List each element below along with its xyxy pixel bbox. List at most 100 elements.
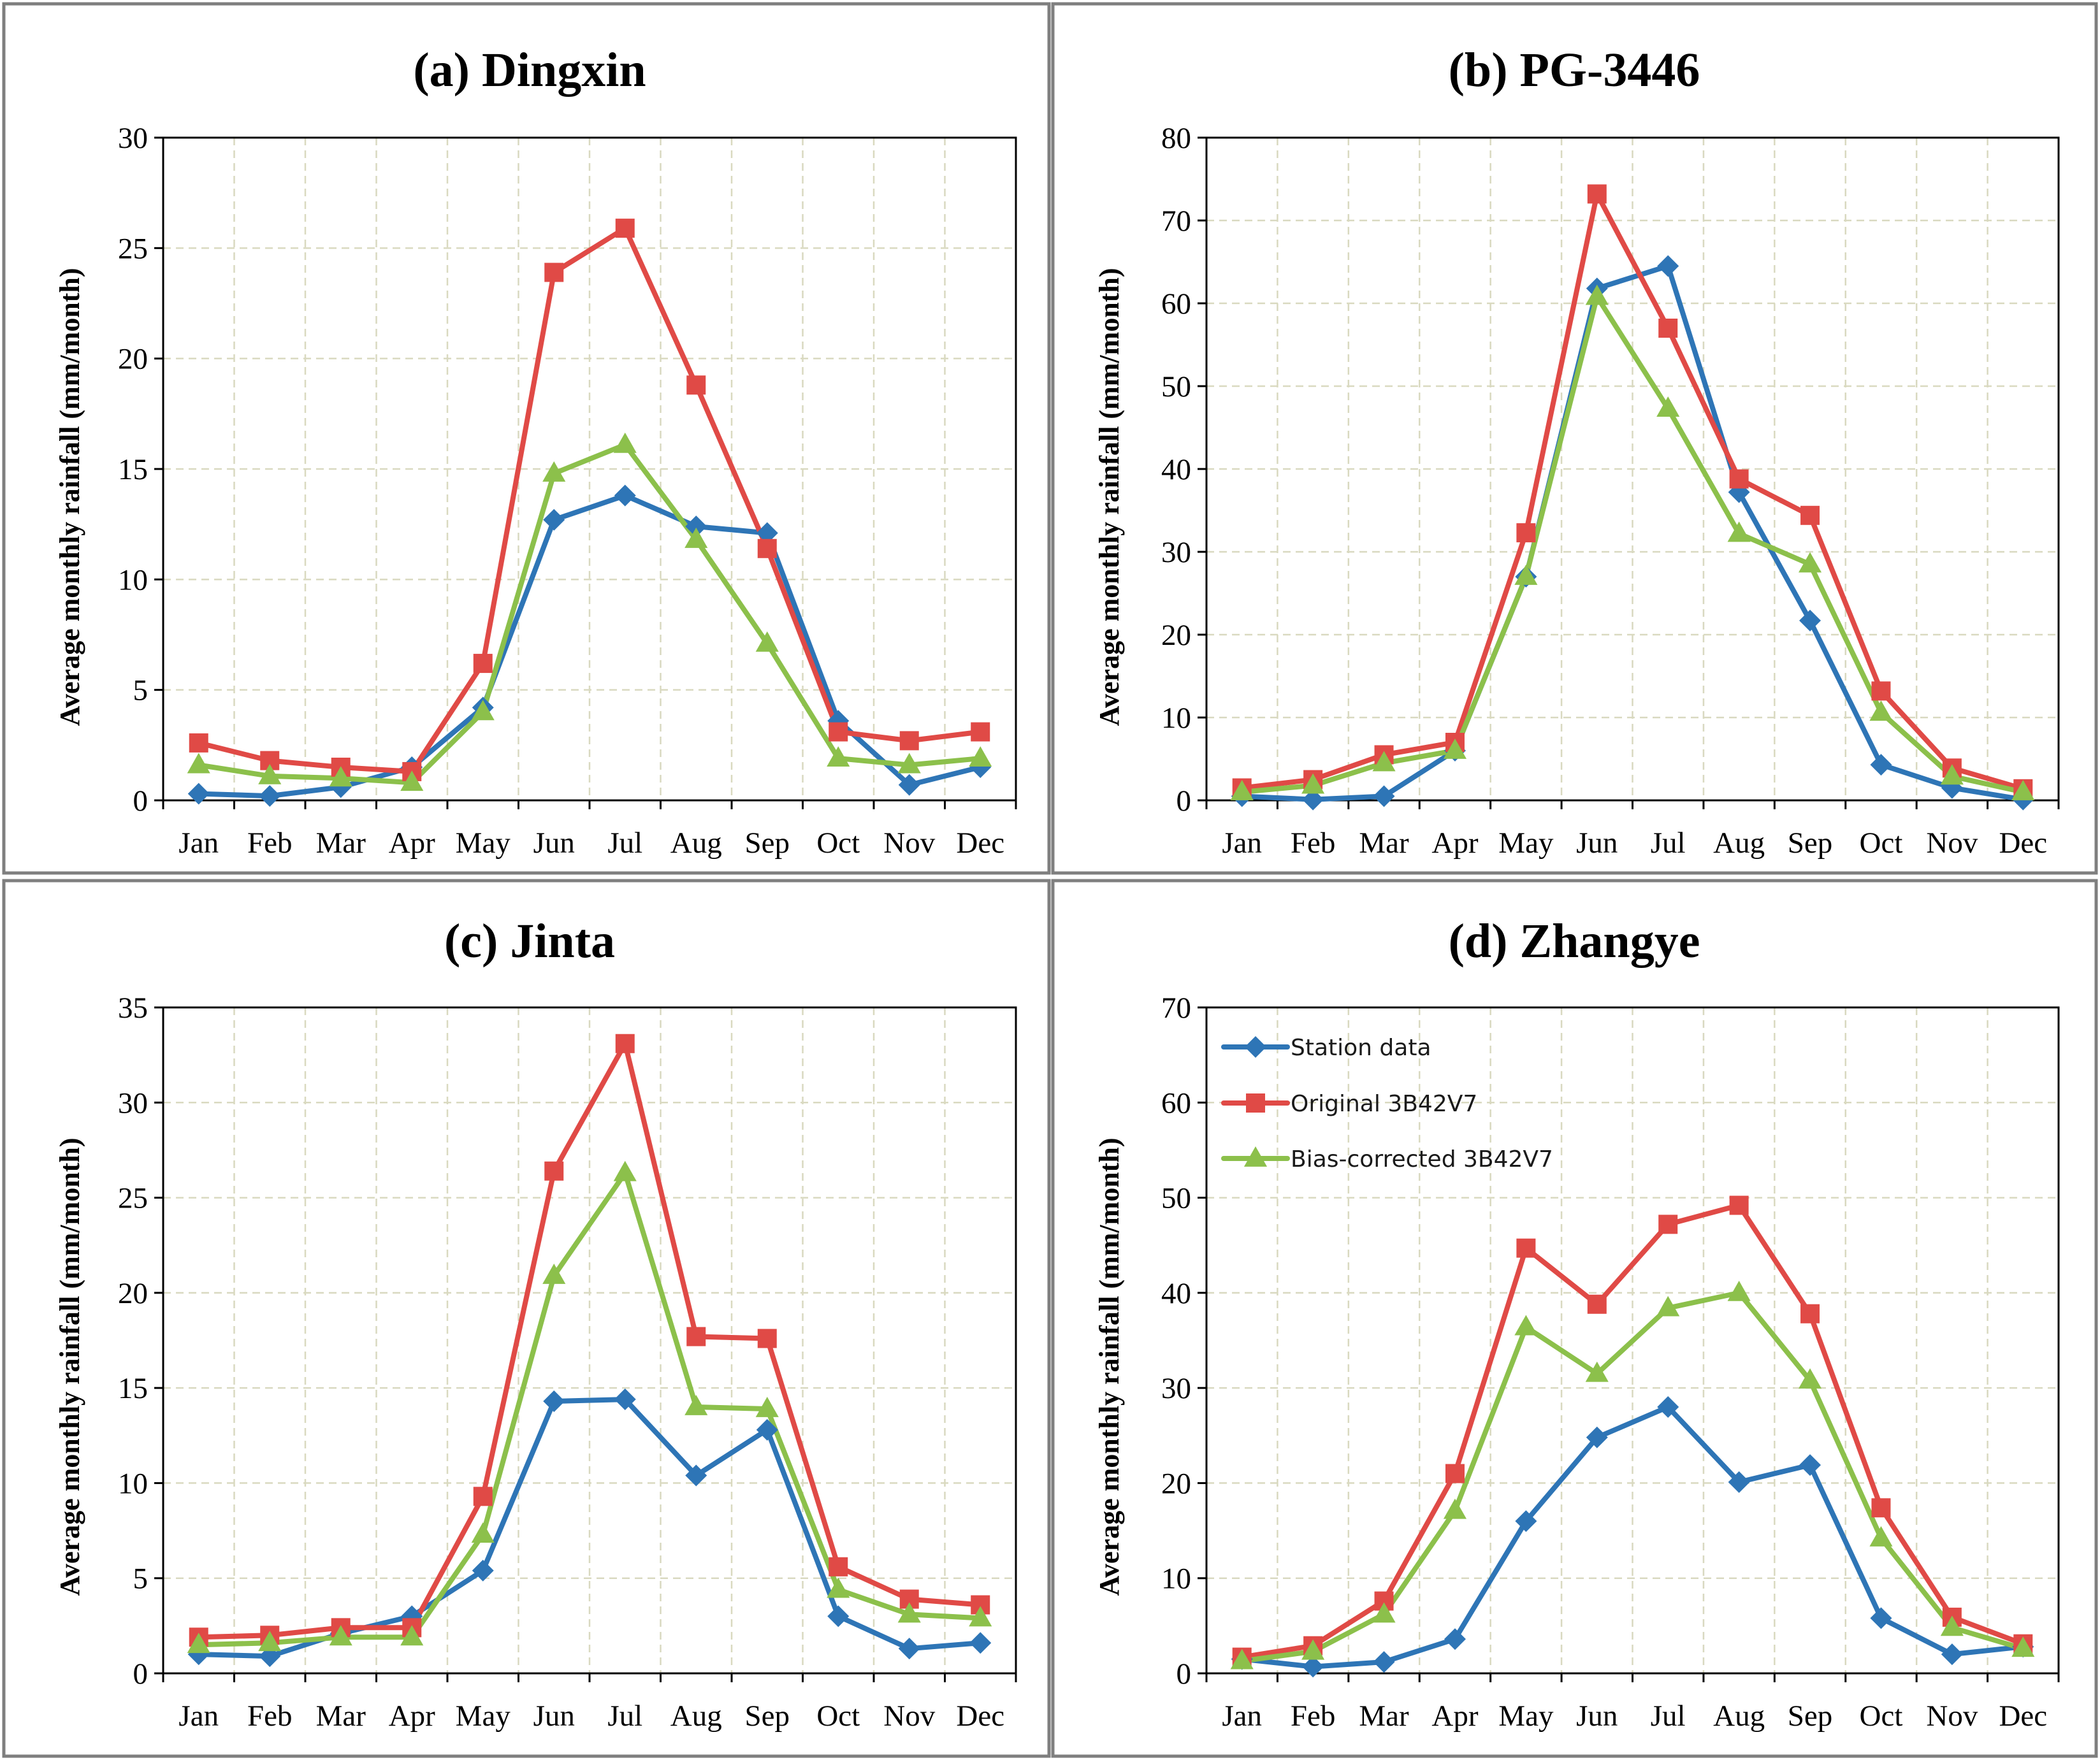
data-point-original-jun (1587, 1294, 1607, 1314)
x-tick-label-feb: Feb (247, 1699, 293, 1733)
legend-marker-shape-original (1246, 1093, 1265, 1113)
data-point-station-sep (756, 522, 778, 544)
data-point-station-sep (1799, 1454, 1821, 1476)
x-tick-label-nov: Nov (883, 1699, 935, 1733)
data-point-station-aug (685, 516, 707, 538)
y-tick-label: 5 (133, 674, 148, 707)
data-point-bias-corrected-apr (400, 1625, 424, 1646)
data-point-original-may (1516, 1238, 1536, 1258)
data-point-bias-corrected-apr (1443, 1498, 1467, 1519)
data-point-bias-corrected-feb (1301, 1639, 1325, 1660)
data-point-original-aug (686, 375, 706, 395)
panel-d-y-axis-label: Average monthly rainfall (mm/month) (1094, 1138, 1125, 1596)
data-point-original-aug (686, 1327, 706, 1346)
data-point-station-dec (969, 1632, 992, 1654)
x-tick-label-sep: Sep (1788, 1699, 1833, 1733)
x-tick-label-may: May (1498, 826, 1554, 860)
x-tick-label-jul: Jul (607, 1699, 642, 1733)
data-point-station-jul (1657, 1396, 1679, 1418)
data-point-station-mar (1373, 785, 1395, 807)
data-point-station-oct (1870, 754, 1892, 776)
data-point-original-oct (1871, 681, 1891, 701)
data-point-station-mar (1373, 1651, 1395, 1673)
series-line-bias-corrected (1239, 1290, 2026, 1664)
x-tick-label-jun: Jun (1576, 1699, 1618, 1733)
data-point-bias-corrected-jun (1585, 284, 1609, 305)
y-tick-label: 20 (118, 1277, 148, 1310)
data-point-bias-corrected-jul (1656, 396, 1680, 417)
panel-b-border (1051, 2, 2098, 875)
data-point-bias-corrected-oct (827, 1577, 850, 1598)
data-point-bias-corrected-mar (1372, 751, 1396, 772)
data-point-station-may (472, 1559, 494, 1582)
x-tick-label-jan: Jan (178, 1699, 219, 1733)
y-tick-label: 35 (118, 992, 148, 1025)
data-point-original-apr (1445, 1464, 1465, 1483)
panel-a-plot: 0 5 10 15 20 25 30 Jan Feb Mar Apr May Jun Jul Aug Sep O… (118, 122, 1017, 860)
series-line-station (1239, 1404, 2026, 1670)
panel-d: (d) Zhangye Average monthly rainfall (mm… (1051, 879, 2098, 1758)
data-point-station-feb (1302, 788, 1324, 811)
y-tick-label: 30 (118, 122, 148, 155)
data-point-bias-corrected-oct (1869, 700, 1893, 721)
data-point-bias-corrected-nov (1940, 764, 1964, 785)
y-tick-label: 50 (1161, 370, 1191, 403)
data-point-bias-corrected-oct (1869, 1526, 1893, 1547)
x-tick-label-feb: Feb (1291, 1699, 1336, 1733)
legend: Station data Original 3B42V7 Bias-correc… (1221, 1035, 1553, 1172)
data-point-bias-corrected-mar (1372, 1602, 1396, 1623)
data-point-station-sep (756, 1418, 778, 1441)
x-tick-label-mar: Mar (1359, 826, 1409, 860)
legend-entry-station: Station data (1221, 1035, 1431, 1061)
data-point-original-nov (899, 731, 919, 751)
series-line-original (196, 1041, 983, 1640)
data-point-station-apr (1444, 1628, 1466, 1650)
legend-marker-shape-station (1245, 1036, 1266, 1058)
y-tick-label: 25 (118, 232, 148, 265)
data-point-bias-corrected-sep (1798, 1368, 1822, 1389)
data-point-bias-corrected-jan (1230, 1648, 1254, 1670)
x-tick-label-feb: Feb (1291, 826, 1336, 860)
x-tick-label-nov: Nov (883, 826, 935, 860)
data-point-bias-corrected-sep (1798, 552, 1822, 573)
data-point-bias-corrected-sep (755, 1396, 779, 1417)
x-tick-label-dec: Dec (1999, 826, 2047, 860)
data-point-original-jul (1658, 1215, 1678, 1234)
data-point-station-jan (187, 783, 210, 805)
data-point-station-oct (827, 1605, 850, 1627)
x-tick-label-jun: Jun (533, 826, 575, 860)
series-line-original (1239, 1202, 2026, 1660)
x-tick-label-apr: Apr (389, 826, 435, 860)
data-point-original-may (1516, 523, 1536, 543)
data-point-bias-corrected-jan (187, 1633, 210, 1654)
data-point-bias-corrected-nov (897, 753, 921, 774)
panel-d-title: (d) Zhangye (1449, 914, 1700, 968)
x-tick-label-sep: Sep (745, 1699, 790, 1733)
data-point-bias-corrected-may (471, 1522, 495, 1543)
y-tick-label: 10 (1161, 1562, 1191, 1596)
x-tick-label-dec: Dec (956, 1699, 1004, 1733)
x-tick-label-mar: Mar (316, 1699, 366, 1733)
data-point-bias-corrected-mar (329, 1625, 352, 1646)
x-tick-label-feb: Feb (247, 826, 293, 860)
y-tick-label: 30 (118, 1086, 148, 1120)
data-point-bias-corrected-dec (969, 746, 992, 767)
data-point-original-jul (615, 1034, 635, 1053)
panel-a-y-axis-label: Average monthly rainfall (mm/month) (54, 268, 85, 726)
x-tick-label-apr: Apr (1431, 826, 1478, 860)
x-tick-label-sep: Sep (1788, 826, 1833, 860)
panel-c: (c) Jinta Average monthly rainfall (mm/m… (2, 879, 1051, 1758)
data-point-station-jun (543, 1390, 565, 1413)
data-point-bias-corrected-oct (827, 746, 850, 767)
x-tick-label-oct: Oct (1860, 826, 1903, 860)
x-tick-label-may: May (456, 1699, 511, 1733)
y-tick-label: 10 (1161, 702, 1191, 735)
data-point-bias-corrected-feb (258, 1631, 282, 1652)
data-point-bias-corrected-jan (187, 753, 210, 774)
legend-entry-bias-corrected: Bias-corrected 3B42V7 (1221, 1146, 1553, 1172)
data-point-original-may (473, 654, 493, 674)
x-tick-label-apr: Apr (1431, 1699, 1478, 1733)
legend-label-original: Original 3B42V7 (1291, 1091, 1477, 1117)
y-tick-label: 25 (118, 1182, 148, 1215)
x-tick-label-nov: Nov (1926, 1699, 1978, 1733)
